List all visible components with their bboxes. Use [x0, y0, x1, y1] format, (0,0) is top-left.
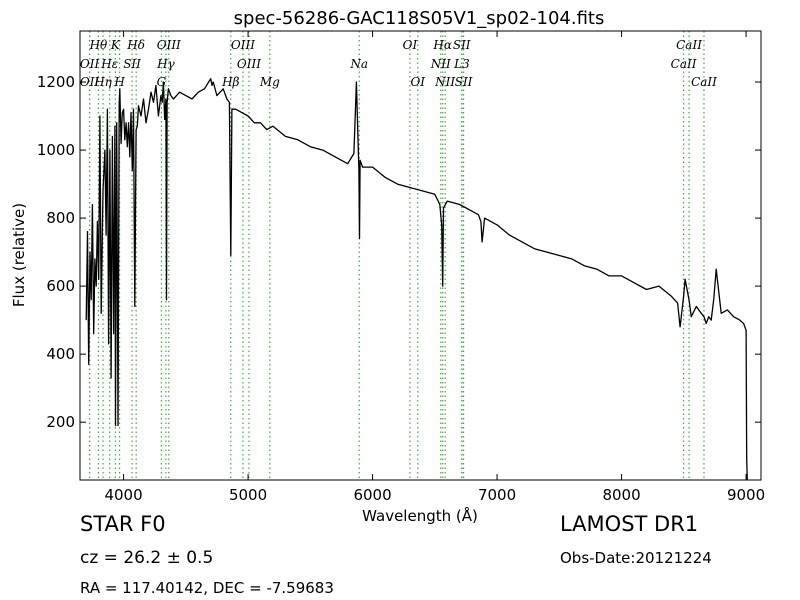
x-tick-label: 9000: [727, 486, 765, 504]
y-tick-label: 1000: [37, 141, 75, 159]
spectral-line-label: NII: [434, 75, 455, 89]
spectral-line-label: OIII: [231, 38, 255, 52]
spectral-line-label: Hβ: [221, 75, 239, 89]
x-tick-label: 8000: [602, 486, 640, 504]
spectral-line-label: Hη: [93, 75, 112, 89]
spectral-line-label: SII: [123, 57, 141, 71]
x-tick-label: 5000: [229, 486, 267, 504]
spectral-line-label: Hθ: [89, 38, 108, 52]
redshift-label: cz = 26.2 ± 0.5: [80, 548, 214, 568]
spectral-line-label: H: [113, 75, 125, 89]
spectral-line-label: L3: [453, 57, 470, 71]
spectral-line-label: CaII: [691, 75, 717, 89]
x-tick-label: 7000: [478, 486, 516, 504]
y-tick-label: 600: [46, 277, 75, 295]
spectral-line-label: Hδ: [126, 38, 145, 52]
x-tick-label: 4000: [104, 486, 142, 504]
spectral-line-label: OI: [403, 38, 418, 52]
survey-label: LAMOST DR1: [560, 512, 699, 536]
obs-date-label: Obs-Date:20121224: [560, 549, 712, 567]
spectral-line-label: OI: [410, 75, 425, 89]
spectral-line-label: Hγ: [156, 57, 175, 71]
spectrum-line: [85, 77, 748, 481]
star-class-label: STAR F0: [80, 512, 166, 536]
spectral-line-label: Mg: [259, 75, 280, 89]
spectral-line-label: Na: [349, 57, 368, 71]
spectral-line-label: Hε: [100, 57, 118, 71]
spectral-line-label: G: [157, 75, 167, 89]
plot-frame: [79, 30, 762, 481]
spectral-line-label: OIII: [237, 57, 261, 71]
axis-ticks: 4000 5000 6000 7000 8000 9000 200 400 600 800 1000…: [37, 31, 765, 504]
x-axis-label: Wavelength (Å): [362, 506, 478, 525]
chart-title: spec-56286-GAC118S05V1_sp02-104.fits: [234, 8, 605, 29]
spectral-line-label: OII: [80, 75, 100, 89]
spectral-line-markers: [88, 31, 705, 480]
spectral-line-label: SII: [455, 75, 473, 89]
y-tick-label: 800: [46, 209, 75, 227]
y-axis-label: Flux (relative): [10, 203, 28, 307]
spectral-line-label: OII: [80, 57, 100, 71]
coordinates-label: RA = 117.40142, DEC = -7.59683: [80, 579, 334, 597]
spectral-line-label: CaII: [676, 38, 702, 52]
y-tick-label: 1200: [37, 73, 75, 91]
spectral-line-label: Hα: [432, 38, 452, 52]
spectral-line-label: CaII: [671, 57, 697, 71]
spectral-line-label: NII: [430, 57, 451, 71]
spectral-line-label: SII: [453, 38, 471, 52]
spectral-line-label: OIII: [157, 38, 181, 52]
x-tick-label: 6000: [353, 486, 391, 504]
spectral-line-label: K: [110, 38, 121, 52]
y-tick-label: 200: [46, 413, 75, 431]
y-tick-label: 400: [46, 345, 75, 363]
spectrum-series: [85, 77, 748, 481]
